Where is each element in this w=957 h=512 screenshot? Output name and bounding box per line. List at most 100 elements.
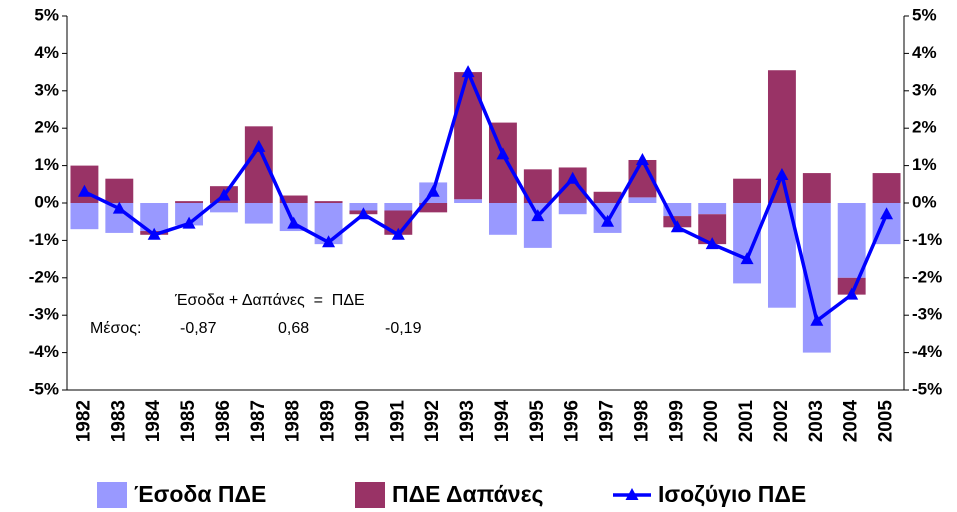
bar	[105, 178, 134, 203]
marker	[705, 237, 719, 250]
y-tick-label: 2%	[34, 118, 59, 137]
x-tick-label: 1988	[283, 400, 304, 442]
bar	[767, 70, 796, 203]
annotation: -0,87	[180, 320, 217, 337]
y-tick-label: 1%	[34, 155, 59, 174]
marker	[496, 147, 510, 160]
bar	[488, 203, 517, 235]
x-tick-label: 1984	[143, 400, 164, 443]
annotation: 0,68	[278, 320, 309, 337]
marker	[147, 227, 161, 240]
marker	[112, 201, 126, 214]
x-tick-label: 1996	[562, 400, 583, 442]
x-tick-label: 1995	[527, 400, 548, 443]
x-tick-label: 1999	[666, 400, 687, 442]
y2-tick-label: 0%	[912, 192, 937, 211]
marker	[566, 171, 580, 184]
y2-tick-label: 3%	[912, 80, 937, 99]
x-tick-label: 1982	[73, 400, 94, 442]
y-tick-label: 0%	[34, 192, 59, 211]
y2-tick-label: -2%	[912, 267, 942, 286]
x-tick-label: 1993	[457, 400, 478, 442]
y2-tick-label: 1%	[912, 155, 937, 174]
legend-swatch	[355, 482, 385, 508]
x-tick-label: 1998	[631, 400, 652, 442]
legend-label: Έσοδα ΠΔΕ	[134, 481, 266, 507]
legend-label: ΠΔΕ Δαπάνες	[392, 481, 544, 507]
y-tick-label: 4%	[34, 43, 59, 62]
x-tick-label: 1991	[387, 400, 408, 443]
x-tick-label: 1986	[213, 400, 234, 442]
x-tick-label: 1992	[422, 400, 443, 442]
marker	[845, 287, 859, 300]
bar	[349, 203, 378, 211]
bar	[70, 203, 99, 230]
y2-tick-label: -5%	[912, 379, 942, 398]
bar	[837, 203, 866, 278]
y2-tick-label: -3%	[912, 305, 942, 324]
y-tick-label: 5%	[34, 5, 59, 24]
bar	[384, 203, 413, 211]
bar	[628, 197, 657, 203]
bar	[558, 203, 587, 215]
bar	[733, 203, 762, 284]
x-tick-label: 2000	[701, 400, 722, 442]
x-tick-label: 2001	[736, 400, 757, 443]
bar	[733, 178, 762, 203]
y-tick-label: -4%	[29, 342, 59, 361]
annotation: Μέσος:	[90, 320, 141, 337]
marker	[601, 214, 615, 227]
x-tick-label: 1985	[178, 400, 199, 443]
line	[83, 66, 889, 324]
marker	[287, 216, 301, 229]
marker	[391, 227, 405, 240]
x-tick-label: 1989	[318, 400, 339, 442]
bar	[698, 203, 727, 215]
bar	[872, 173, 901, 203]
y-tick-label: 3%	[34, 80, 59, 99]
y2-tick-label: 4%	[912, 43, 937, 62]
x-tick-label: 2004	[841, 400, 862, 443]
marker	[775, 167, 789, 180]
marker	[182, 216, 196, 229]
marker	[217, 188, 231, 201]
x-tick-label: 2005	[876, 400, 897, 443]
legend-label: Ισοζύγιο ΠΔΕ	[658, 481, 806, 507]
marker	[880, 207, 894, 220]
x-tick-label: 1983	[108, 400, 129, 442]
marker	[740, 252, 754, 265]
bar	[593, 191, 622, 203]
bar	[209, 203, 238, 213]
y-tick-label: -1%	[29, 230, 59, 249]
x-tick-label: 1994	[492, 400, 513, 443]
y2-tick-label: -1%	[912, 230, 942, 249]
y2-tick-label: 5%	[912, 5, 937, 24]
y2-tick-label: 2%	[912, 118, 937, 137]
marker	[356, 207, 370, 220]
x-tick-label: 1997	[597, 400, 618, 442]
bar	[175, 201, 204, 203]
y-tick-label: -3%	[29, 305, 59, 324]
marker	[810, 313, 824, 326]
bar	[244, 203, 273, 224]
bar	[454, 199, 483, 203]
marker	[322, 235, 336, 248]
y-tick-label: -5%	[29, 379, 59, 398]
y2-tick-label: -4%	[912, 342, 942, 361]
marker	[670, 220, 684, 233]
marker	[252, 139, 266, 152]
bar	[314, 201, 343, 203]
y-tick-label: -2%	[29, 267, 59, 286]
marker	[635, 152, 649, 165]
x-tick-label: 1990	[352, 400, 373, 442]
marker	[426, 184, 440, 197]
legend-swatch	[97, 482, 127, 508]
x-tick-label: 2002	[771, 400, 792, 442]
bar	[279, 195, 308, 203]
annotation: -0,19	[385, 320, 422, 337]
marker	[461, 65, 475, 78]
x-tick-label: 2003	[806, 400, 827, 442]
bar	[802, 173, 831, 203]
annotation: Έσοδα + Δαπάνες = ΠΔΕ	[174, 292, 365, 309]
